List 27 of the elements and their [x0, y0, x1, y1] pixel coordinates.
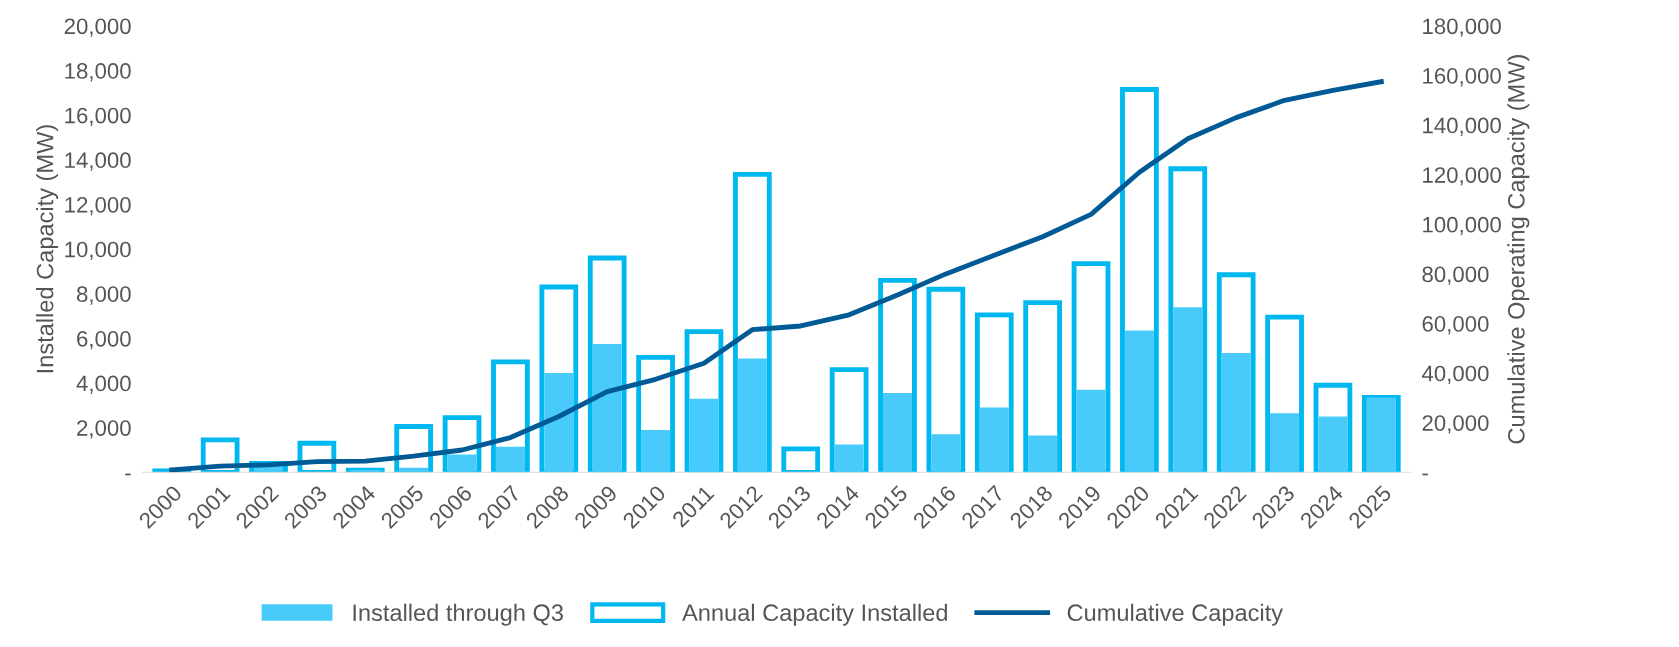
y2-tick-label: 20,000: [1422, 415, 1489, 434]
y2-tick-label: -: [1422, 473, 1428, 476]
y-tick-label: 12,000: [65, 196, 131, 216]
y-axis-title: Installed Capacity (MW): [36, 125, 59, 373]
y-tick-label: 2,000: [77, 420, 131, 439]
y2-tick-label: 40,000: [1421, 365, 1489, 384]
y-tick-label: 8,000: [76, 286, 131, 305]
y-tick-label: 18,000: [65, 63, 131, 82]
y-tick-label: 6,000: [77, 330, 131, 350]
y2-tick-label: 160,000: [1423, 68, 1501, 87]
y-tick-label: 20,000: [64, 18, 131, 37]
y2-tick-label: 80,000: [1422, 266, 1489, 285]
y-tick-label: 10,000: [65, 241, 131, 260]
y2-tick-label: 180,000: [1423, 18, 1501, 37]
legend-label: Annual Capacity Installed: [682, 603, 947, 626]
y-tick-label: 4,000: [76, 375, 131, 394]
y2-tick-label: 140,000: [1423, 117, 1501, 136]
line-series: [169, 79, 1384, 473]
y-tick-label: 16,000: [65, 107, 131, 127]
y2-tick-label: 60,000: [1422, 316, 1489, 335]
legend-label: Cumulative Capacity: [1067, 603, 1283, 626]
y2-axis-title: Cumulative Operating Capacity (MW): [1507, 55, 1530, 444]
y-tick-label: 14,000: [65, 152, 131, 171]
y2-tick-label: 120,000: [1423, 167, 1501, 186]
y-tick-label: -: [125, 473, 131, 476]
y2-tick-label: 100,000: [1423, 216, 1501, 236]
legend-label: Installed through Q3: [353, 603, 563, 626]
